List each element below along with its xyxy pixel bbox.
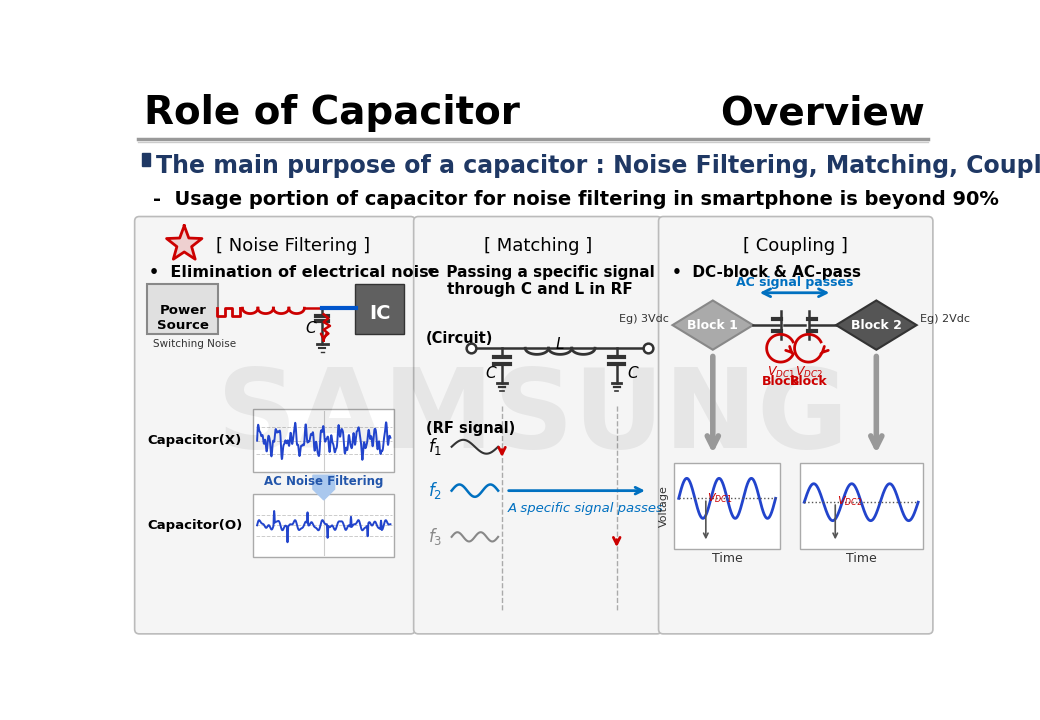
Text: Eg) 2Vdc: Eg) 2Vdc xyxy=(920,313,970,323)
Text: $V_{DC1}$: $V_{DC1}$ xyxy=(766,365,795,380)
Text: The main purpose of a capacitor : Noise Filtering, Matching, Coupling: The main purpose of a capacitor : Noise … xyxy=(156,154,1040,178)
FancyBboxPatch shape xyxy=(253,409,394,472)
Text: Role of Capacitor: Role of Capacitor xyxy=(144,94,520,132)
Text: Eg) 3Vdc: Eg) 3Vdc xyxy=(619,313,669,323)
Text: Block: Block xyxy=(761,375,800,388)
Text: IC: IC xyxy=(369,305,390,323)
Text: C: C xyxy=(485,366,496,381)
Text: $V_{DC2}$: $V_{DC2}$ xyxy=(795,365,823,380)
FancyBboxPatch shape xyxy=(147,284,218,334)
Polygon shape xyxy=(313,475,335,500)
Text: [ Coupling ]: [ Coupling ] xyxy=(744,238,849,256)
Text: Block: Block xyxy=(789,375,828,388)
Text: [ Noise Filtering ]: [ Noise Filtering ] xyxy=(215,238,370,256)
Bar xyxy=(141,153,150,166)
Polygon shape xyxy=(166,226,202,259)
FancyBboxPatch shape xyxy=(253,494,394,557)
FancyBboxPatch shape xyxy=(658,217,933,634)
Text: SAMSUNG: SAMSUNG xyxy=(217,364,849,471)
Text: •  Passing a specific signal
    through C and L in RF: • Passing a specific signal through C an… xyxy=(426,265,655,297)
Text: Switching Noise: Switching Noise xyxy=(153,339,236,349)
Polygon shape xyxy=(673,300,753,350)
Text: Block 2: Block 2 xyxy=(851,318,902,332)
Text: Time: Time xyxy=(846,552,877,565)
Text: $f_3$: $f_3$ xyxy=(428,526,443,547)
Text: Voltage: Voltage xyxy=(659,485,670,527)
Text: $f_1$: $f_1$ xyxy=(428,436,443,457)
Text: [ Matching ]: [ Matching ] xyxy=(485,238,593,256)
Text: $V_{DC2}$: $V_{DC2}$ xyxy=(837,495,862,508)
Text: •  Elimination of electrical noise: • Elimination of electrical noise xyxy=(150,265,440,280)
Text: AC Noise Filtering: AC Noise Filtering xyxy=(264,475,384,488)
Text: $V_{DC1}$: $V_{DC1}$ xyxy=(707,491,732,505)
Text: (Circuit): (Circuit) xyxy=(426,331,493,346)
Text: Power
Source: Power Source xyxy=(157,304,209,331)
Text: •  DC-block & AC-pass: • DC-block & AC-pass xyxy=(673,265,861,280)
Text: C: C xyxy=(627,366,639,381)
Text: -  Usage portion of capacitor for noise filtering in smartphone is beyond 90%: - Usage portion of capacitor for noise f… xyxy=(153,190,999,210)
Polygon shape xyxy=(836,300,916,350)
FancyBboxPatch shape xyxy=(414,217,661,634)
Text: Overview: Overview xyxy=(720,94,925,132)
Text: $f_2$: $f_2$ xyxy=(428,480,442,501)
FancyBboxPatch shape xyxy=(134,217,415,634)
FancyBboxPatch shape xyxy=(674,463,780,549)
Text: Capacitor(O): Capacitor(O) xyxy=(147,519,242,532)
Text: Time: Time xyxy=(711,552,743,565)
Text: L: L xyxy=(555,337,565,351)
FancyBboxPatch shape xyxy=(800,463,922,549)
Text: C: C xyxy=(305,321,316,336)
Text: Capacitor(X): Capacitor(X) xyxy=(147,434,241,447)
Text: (RF signal): (RF signal) xyxy=(426,421,515,436)
Text: A specific signal passes: A specific signal passes xyxy=(509,503,665,516)
FancyBboxPatch shape xyxy=(355,284,405,334)
Text: AC signal passes: AC signal passes xyxy=(736,276,853,289)
Text: Block 1: Block 1 xyxy=(687,318,738,332)
